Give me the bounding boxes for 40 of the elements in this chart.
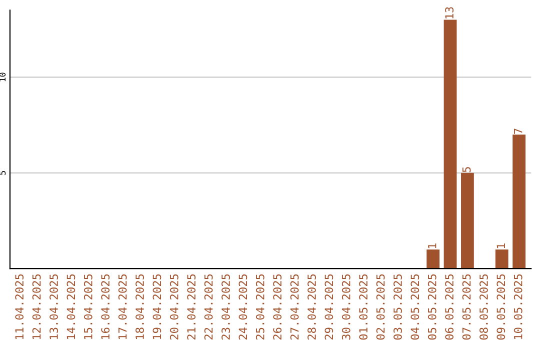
x-tick-label: 09.05.2025	[496, 274, 506, 340]
data-label: 7	[514, 128, 522, 134]
x-tick-label: 17.04.2025	[118, 274, 127, 340]
x-tick-label: 23.04.2025	[222, 274, 230, 340]
x-tick-label: 12.04.2025	[32, 274, 41, 340]
x-tick-label: 02.05.2025	[376, 274, 385, 340]
x-tick-label: 28.04.2025	[308, 274, 316, 340]
x-tick-label: 15.04.2025	[84, 274, 92, 340]
data-label: 13	[445, 7, 454, 18]
x-tick-label: 05.05.2025	[428, 274, 436, 340]
x-tick-label: 22.04.2025	[204, 274, 213, 340]
x-tick-label: 24.04.2025	[238, 274, 248, 340]
data-label: 1	[496, 244, 505, 248]
data-label: 5	[462, 167, 471, 172]
bar	[461, 172, 474, 269]
x-tick-label: 26.04.2025	[273, 274, 282, 340]
x-tick-label: 27.04.2025	[290, 274, 299, 340]
x-tick-label: 16.04.2025	[101, 274, 110, 340]
x-tick-label: 20.04.2025	[170, 274, 178, 340]
x-tick-label: 10.05.2025	[514, 274, 522, 340]
x-tick-label: 29.04.2025	[324, 274, 334, 340]
x-tick-label: 19.04.2025	[152, 274, 162, 340]
x-tick-label: 25.04.2025	[256, 274, 264, 340]
x-tick-label: 14.04.2025	[66, 274, 76, 340]
data-label: 1	[428, 244, 436, 248]
x-tick-label: 03.05.2025	[394, 274, 402, 340]
bar	[426, 249, 440, 269]
x-tick-label: 01.05.2025	[359, 274, 368, 340]
bar	[512, 134, 526, 269]
x-tick-label: 08.05.2025	[480, 274, 488, 340]
bar	[444, 20, 457, 269]
x-tick-label: 11.04.2025	[15, 274, 24, 340]
x-tick-label: 18.04.2025	[136, 274, 144, 340]
x-tick-label: 13.04.2025	[50, 274, 58, 340]
x-tick-label: 30.04.2025	[342, 274, 350, 340]
x-tick-label: 21.04.2025	[187, 274, 196, 340]
x-tick-label: 04.05.2025	[410, 274, 420, 340]
bar	[495, 249, 508, 269]
x-tick-label: 06.05.2025	[445, 274, 454, 340]
x-tick-label: 07.05.2025	[462, 274, 471, 340]
